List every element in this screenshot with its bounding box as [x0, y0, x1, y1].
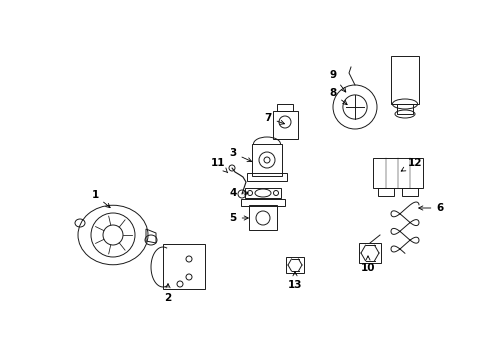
Text: 13: 13: [287, 272, 302, 290]
Bar: [241, 199, 285, 206]
Bar: [285, 257, 304, 273]
Bar: [246, 173, 286, 181]
Text: 4: 4: [229, 188, 248, 198]
Text: 1: 1: [91, 190, 110, 208]
Bar: [396, 104, 412, 114]
Text: 12: 12: [400, 158, 421, 171]
Bar: [248, 205, 276, 230]
Bar: [272, 111, 297, 139]
Text: 3: 3: [229, 148, 251, 162]
Bar: [372, 158, 422, 188]
Text: 6: 6: [418, 203, 443, 213]
Text: 7: 7: [264, 113, 284, 124]
Bar: [377, 188, 393, 196]
Text: 2: 2: [164, 284, 171, 303]
Text: 11: 11: [210, 158, 227, 173]
Bar: [390, 56, 418, 104]
Bar: [401, 188, 417, 196]
Text: 9: 9: [329, 70, 345, 92]
Bar: [276, 104, 292, 111]
Bar: [251, 144, 282, 176]
Bar: [163, 244, 204, 289]
Bar: [244, 188, 281, 198]
Bar: [358, 243, 380, 263]
Text: 10: 10: [360, 256, 374, 273]
Text: 5: 5: [229, 213, 248, 223]
Text: 8: 8: [329, 88, 346, 105]
